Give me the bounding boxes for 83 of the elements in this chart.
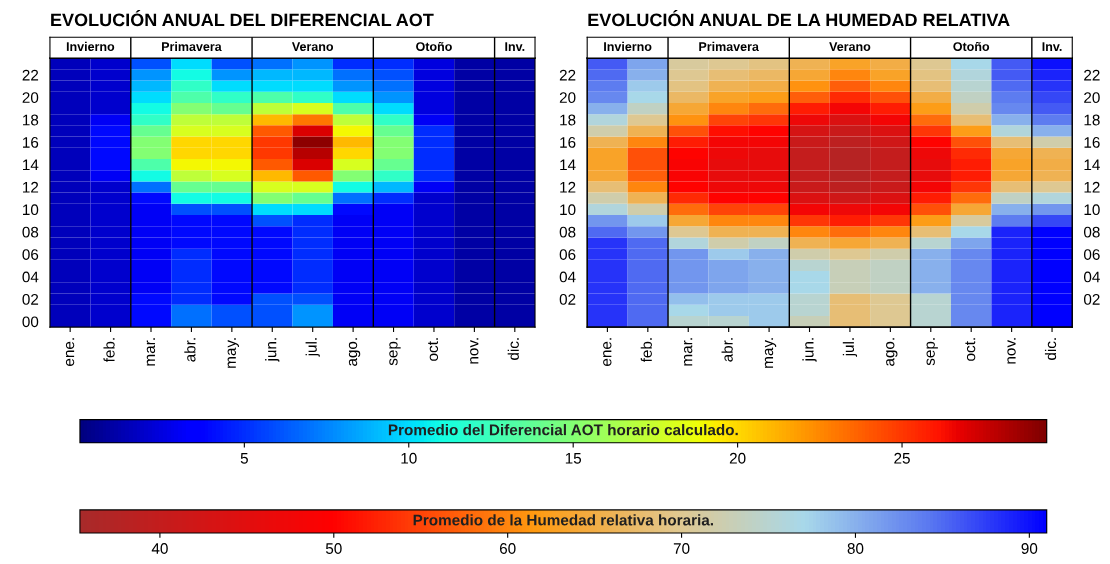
x-tick-label: dic. bbox=[1044, 338, 1057, 360]
y-tick-label: 10 bbox=[560, 204, 576, 216]
color-bar-label: 50 bbox=[325, 543, 342, 554]
color-bar-label: 60 bbox=[499, 543, 516, 554]
text: Inv. bbox=[505, 42, 525, 51]
x-tick-label: feb. bbox=[103, 338, 115, 363]
color-bar-label: 20 bbox=[729, 452, 746, 464]
x-tick-label: jun. bbox=[802, 338, 817, 362]
color-bar-title: Promedio de la Humedad relativa horaria. bbox=[413, 514, 713, 526]
x-tick-label: oct. bbox=[965, 338, 976, 361]
x-tick-label: jun. bbox=[265, 338, 280, 362]
y2-tick-label: 10 bbox=[1084, 204, 1100, 216]
y-tick-label: 02 bbox=[559, 293, 576, 305]
x-tick-label: ene. bbox=[65, 338, 75, 366]
color-bar-label: 10 bbox=[401, 452, 417, 464]
y-tick-label: 08 bbox=[559, 226, 576, 238]
y-tick-label: 22 bbox=[559, 69, 576, 81]
y-tick-label: 06 bbox=[22, 249, 39, 260]
y-tick-label: 22 bbox=[22, 69, 39, 81]
color-bar-label: 25 bbox=[894, 452, 910, 464]
x-tick-label: mar. bbox=[683, 338, 693, 366]
x-tick-label: sep. bbox=[389, 338, 401, 366]
text: Verano bbox=[291, 42, 334, 52]
y2-tick-label: 02 bbox=[1083, 293, 1100, 305]
text: Invierno bbox=[66, 41, 115, 52]
y2-tick-label: 14 bbox=[1084, 159, 1100, 171]
x-tick-label: may. bbox=[227, 338, 239, 368]
x-tick-label: dic. bbox=[507, 338, 519, 360]
y2-tick-label: 04 bbox=[1083, 271, 1100, 283]
chart-title: EVOLUCIÓN ANUAL DE LA HUMEDAD RELATIVA bbox=[588, 10, 1010, 27]
y-tick-label: 02 bbox=[22, 293, 39, 305]
x-tick-label: nov. bbox=[470, 338, 479, 364]
y2-tick-label: 08 bbox=[1083, 226, 1100, 238]
color-bar-label: 15 bbox=[565, 453, 582, 464]
text: Inv. bbox=[1042, 42, 1062, 51]
text: Primavera bbox=[699, 41, 759, 52]
color-bar-label: 5 bbox=[240, 453, 248, 464]
y-tick-label: 12 bbox=[560, 181, 576, 193]
color-bar-title: Promedio del Diferencial AOT horario calculado. bbox=[388, 424, 738, 436]
y2-tick-label: 20 bbox=[1084, 92, 1100, 104]
y-tick-label: 20 bbox=[559, 92, 576, 104]
color-bar-label: 70 bbox=[673, 543, 690, 554]
y2-tick-label: 22 bbox=[1084, 69, 1100, 81]
x-tick-label: ago. bbox=[348, 338, 361, 366]
x-tick-label: nov. bbox=[1007, 338, 1016, 364]
y-tick-label: 08 bbox=[22, 226, 39, 238]
chart-title: EVOLUCIÓN ANUAL DEL DIFERENCIAL AOT bbox=[51, 10, 434, 27]
y-tick-label: 10 bbox=[23, 204, 39, 216]
text: Invierno bbox=[604, 41, 652, 52]
x-tick-label: feb. bbox=[640, 338, 652, 363]
text: Primavera bbox=[162, 41, 222, 52]
color-bar-label: 40 bbox=[151, 543, 168, 554]
x-tick-label: abr. bbox=[721, 338, 733, 362]
text: Otoño bbox=[953, 41, 990, 52]
y-tick-label: 18 bbox=[23, 114, 39, 126]
x-tick-label: abr. bbox=[184, 338, 196, 362]
y2-tick-label: 16 bbox=[1084, 137, 1100, 148]
x-tick-label: jul. bbox=[842, 338, 858, 357]
x-tick-label: mar. bbox=[146, 338, 156, 366]
y-tick-label: 06 bbox=[559, 249, 576, 260]
y-tick-label: 16 bbox=[23, 137, 39, 148]
x-tick-label: oct. bbox=[428, 338, 439, 361]
y2-tick-label: 06 bbox=[1083, 249, 1100, 260]
y-tick-label: 12 bbox=[23, 181, 39, 193]
y-tick-label: 18 bbox=[560, 114, 576, 126]
x-tick-label: jul. bbox=[305, 338, 320, 357]
color-bar-label: 90 bbox=[1021, 543, 1038, 554]
color-bar-label: 80 bbox=[847, 543, 864, 554]
y-tick-label: 16 bbox=[560, 137, 576, 148]
y-tick-label: 00 bbox=[22, 316, 39, 328]
y-tick-label: 04 bbox=[22, 271, 39, 283]
y-tick-label: 04 bbox=[559, 271, 576, 283]
text: Otoño bbox=[416, 41, 452, 52]
text: Verano bbox=[829, 42, 871, 52]
x-tick-label: ago. bbox=[886, 338, 898, 366]
y2-tick-label: 12 bbox=[1084, 181, 1100, 193]
y2-tick-label: 18 bbox=[1084, 114, 1100, 126]
x-tick-label: sep. bbox=[926, 338, 938, 366]
y-tick-label: 14 bbox=[560, 159, 576, 171]
y-tick-label: 14 bbox=[23, 159, 39, 171]
x-tick-label: may. bbox=[764, 338, 777, 368]
y-tick-label: 20 bbox=[22, 92, 39, 104]
x-tick-label: ene. bbox=[603, 338, 612, 366]
